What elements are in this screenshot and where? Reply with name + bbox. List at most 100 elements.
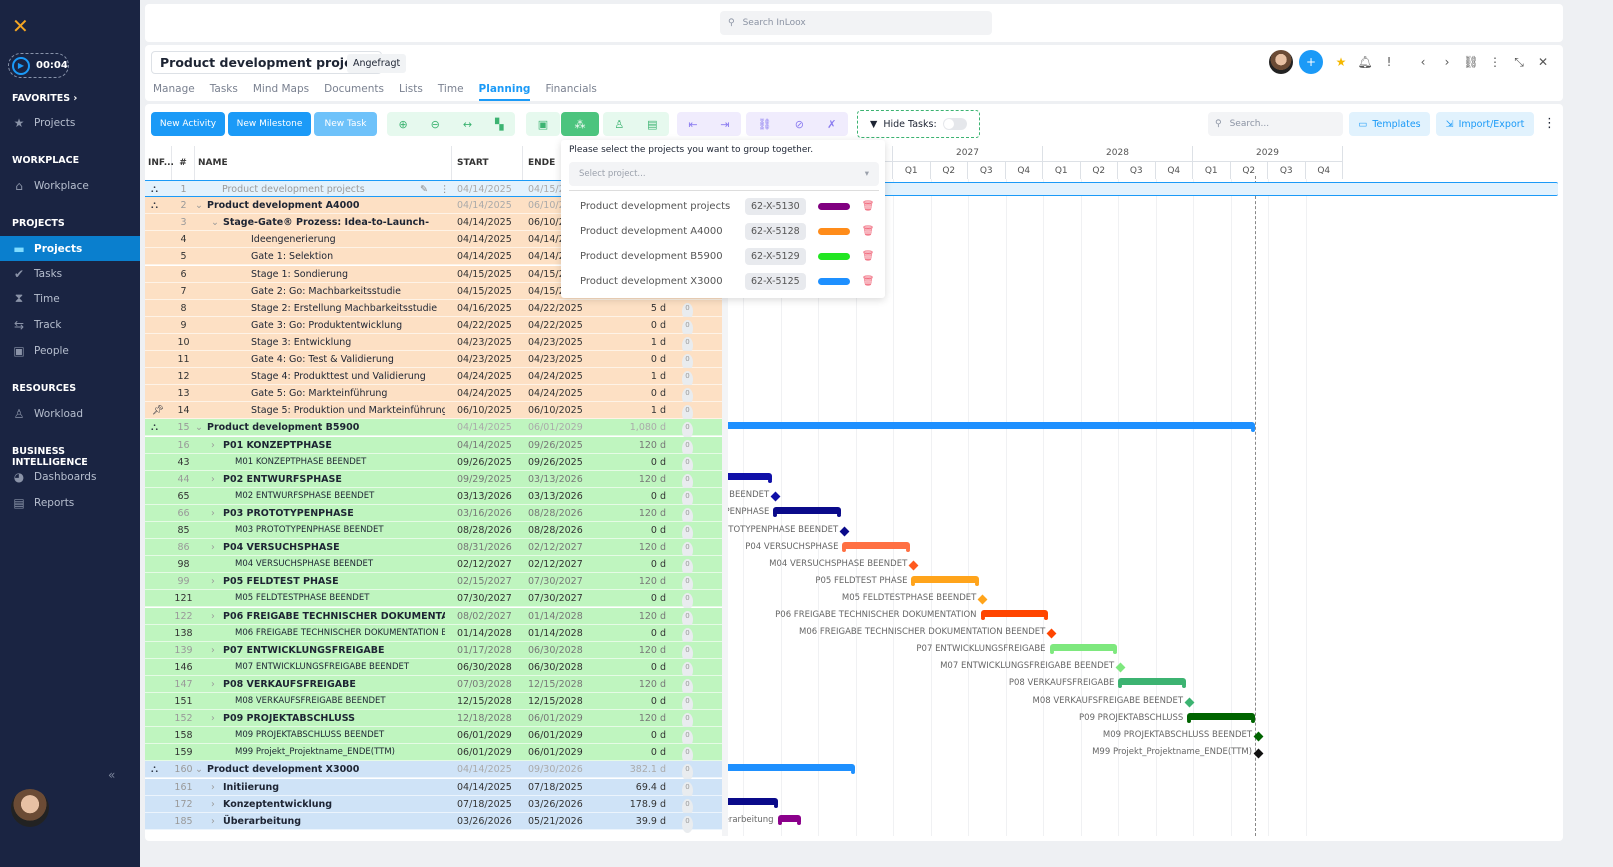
delete-icon[interactable]: 🗑︎	[861, 200, 875, 212]
close-icon[interactable]: ✕	[1537, 55, 1549, 69]
table-row[interactable]: 158 M09 PROJEKTABSCHLUSS BEENDET 06/01/202…	[145, 727, 722, 748]
table-row[interactable]: 139 › P07 ENTWICKLUNGSFREIGABE 01/17/2028 06…	[145, 641, 722, 662]
sidebar-item-reports[interactable]: ▤ Reports	[0, 490, 140, 515]
chevron-icon[interactable]: ›	[211, 439, 215, 451]
table-row[interactable]: 10 Stage 3: Entwicklung 04/23/2025 04/23/20…	[145, 333, 722, 354]
sidebar-item-fav-projects[interactable]: ★ Projects	[0, 110, 140, 135]
task-name[interactable]: Stage-Gate® Prozess: Idea-to-Launch-	[223, 217, 430, 229]
task-name[interactable]: M07 ENTWICKLUNGSFREIGABE BEENDET	[235, 661, 410, 672]
tab-tasks[interactable]: Tasks	[209, 83, 238, 95]
table-row[interactable]: 66 › P03 PROTOTYPENPHASE 03/16/2026 08/28/20…	[145, 504, 722, 525]
sidebar-item-track[interactable]: ⇆ Track	[0, 312, 140, 337]
table-row[interactable]: 86 › P04 VERSUCHSPHASE 08/31/2026 02/12/2027…	[145, 539, 722, 560]
chevron-right-icon[interactable]: ›	[1444, 55, 1450, 69]
add-icon[interactable]: +	[1299, 50, 1323, 74]
tab-manage[interactable]: Manage	[153, 83, 195, 95]
summary-bar[interactable]	[728, 421, 1256, 429]
start-date[interactable]: 04/14/2025	[457, 200, 512, 212]
start-date[interactable]: 04/14/2025	[457, 251, 512, 263]
color-swatch[interactable]	[817, 227, 850, 235]
table-row[interactable]: 12 Stage 4: Produkttest und Validierung 04…	[145, 368, 722, 389]
comment-count-badge[interactable]: 0	[682, 525, 693, 542]
comment-count-badge[interactable]: 0	[682, 798, 693, 816]
end-date[interactable]: 04/22/2025	[528, 319, 583, 331]
start-date[interactable]: 01/14/2028	[457, 627, 512, 639]
task-name[interactable]: M02 ENTWURFSPHASE BEENDET	[235, 490, 375, 501]
task-name[interactable]: M05 FELDTESTPHASE BEENDET	[235, 593, 370, 604]
bell-icon[interactable]: 🔔︎	[1357, 55, 1373, 69]
more-icon[interactable]: ⋮	[1543, 116, 1556, 131]
summary-bar[interactable]	[773, 507, 842, 515]
hide-tasks-toggle[interactable]: ▼ Hide Tasks:	[857, 110, 980, 138]
delete-icon[interactable]: 🗑︎	[861, 225, 875, 237]
global-search-input[interactable]: ⚲ Search InLoox	[720, 11, 992, 35]
table-row[interactable]: 44 › P02 ENTWURFSPHASE 09/29/2025 03/13/2026…	[145, 470, 722, 491]
table-row[interactable]: 📌︎ 14 Stage 5: Produktion und Markteinführ…	[145, 402, 722, 423]
more-icon[interactable]: ⋮	[440, 184, 450, 195]
comment-count-badge[interactable]: 0	[682, 661, 693, 679]
comment-count-badge[interactable]: 0	[682, 422, 693, 440]
summary-bar[interactable]	[911, 575, 980, 583]
summary-bar[interactable]	[728, 798, 778, 806]
comment-count-badge[interactable]: 0	[682, 456, 693, 474]
start-date[interactable]: 08/28/2026	[457, 525, 512, 536]
tab-lists[interactable]: Lists	[399, 83, 423, 95]
end-date[interactable]: 04/14/2025	[528, 251, 583, 263]
sidebar-item-projects[interactable]: ▬ Projects	[0, 236, 140, 261]
end-date[interactable]: 04/22/2025	[528, 302, 583, 314]
tab-financials[interactable]: Financials	[545, 83, 597, 95]
task-name[interactable]: Gate 1: Selektion	[251, 251, 334, 263]
comment-count-badge[interactable]: 0	[682, 302, 693, 320]
table-row[interactable]: 43 M01 KONZEPTPHASE BEENDET 09/26/2025 09/2…	[145, 453, 722, 474]
chevron-icon[interactable]: ›	[211, 781, 215, 793]
task-name[interactable]: M06 FREIGABE TECHNISCHER DOKUMENTATION B…	[235, 627, 445, 638]
new-milestone-button[interactable]: New Milestone	[228, 112, 311, 136]
task-name[interactable]: P04 VERSUCHSPHASE	[223, 542, 340, 554]
new-task-button[interactable]: New Task	[314, 112, 377, 136]
end-date[interactable]: 04/24/2025	[528, 388, 583, 400]
end-date[interactable]: 01/14/2028	[528, 627, 583, 639]
end-date[interactable]: 03/13/2026	[528, 490, 583, 502]
end-date[interactable]: 09/26/2025	[528, 456, 583, 468]
start-date[interactable]: 03/13/2026	[457, 490, 512, 502]
task-name[interactable]: Stage 4: Produkttest und Validierung	[251, 371, 426, 383]
col-name[interactable]: NAME	[195, 146, 452, 180]
summary-bar[interactable]	[728, 763, 855, 771]
task-name[interactable]: Initiierung	[223, 781, 280, 793]
milestone-diamond[interactable]	[908, 560, 919, 571]
table-row[interactable]: 147 › P08 VERKAUFSFREIGABE 07/03/2028 12/15/…	[145, 675, 722, 696]
chevron-icon[interactable]: ›	[211, 644, 215, 656]
milestone-diamond[interactable]	[1046, 628, 1057, 639]
popup-project-row[interactable]: Product development B5900 62-X-5129 🗑︎	[580, 246, 880, 266]
task-name[interactable]: M09 PROJEKTABSCHLUSS BEENDET	[235, 730, 385, 741]
comment-count-badge[interactable]: 0	[682, 764, 693, 782]
comment-count-badge[interactable]: 0	[682, 388, 693, 406]
color-swatch[interactable]	[817, 277, 850, 285]
end-date[interactable]: 04/24/2025	[528, 371, 583, 383]
chevron-icon[interactable]: ›	[211, 576, 215, 588]
sidebar-item-people[interactable]: ▣ People	[0, 338, 140, 363]
table-row[interactable]: 121 M05 FELDTESTPHASE BEENDET 07/30/2027 07…	[145, 590, 722, 611]
sidebar-item-dashboards[interactable]: ◕ Dashboards	[0, 464, 140, 489]
task-name[interactable]: P06 FREIGABE TECHNISCHER DOKUMENTATION	[223, 610, 445, 622]
task-name[interactable]: P02 ENTWURFSPHASE	[223, 473, 342, 485]
comment-count-badge[interactable]: 0	[682, 371, 693, 389]
table-row[interactable]: 9 Gate 3: Go: Produktentwicklung 04/22/202…	[145, 316, 722, 337]
table-row[interactable]: 85 M03 PROTOTYPENPHASE BEENDET 08/28/2026 0…	[145, 522, 722, 542]
end-date[interactable]: 02/12/2027	[528, 559, 583, 571]
end-date[interactable]: 12/15/2028	[528, 696, 583, 707]
table-row[interactable]: ⛬ 15 ⌄ Product development B5900 04/14/2025 0…	[145, 419, 722, 440]
comment-count-badge[interactable]: 0	[682, 576, 693, 594]
end-date[interactable]: 04/23/2025	[528, 354, 583, 365]
import-export-button[interactable]: ⇲ Import/Export	[1436, 112, 1534, 136]
sidebar-item-tasks[interactable]: ✔ Tasks	[0, 261, 140, 286]
splitter[interactable]	[722, 146, 728, 836]
comment-count-badge[interactable]: 0	[682, 678, 693, 696]
chevron-icon[interactable]: ⌄	[195, 200, 203, 212]
table-row[interactable]: ⛬ 160 ⌄ Product development X3000 04/14/2025…	[145, 761, 722, 782]
start-date[interactable]: 02/12/2027	[457, 559, 512, 571]
table-row[interactable]: 13 Gate 5: Go: Markteinführung 04/24/2025 0…	[145, 385, 722, 406]
start-date[interactable]: 04/15/2025	[457, 285, 512, 297]
end-date[interactable]: 08/28/2026	[528, 525, 583, 536]
link-icon[interactable]: ⛓	[757, 117, 772, 131]
